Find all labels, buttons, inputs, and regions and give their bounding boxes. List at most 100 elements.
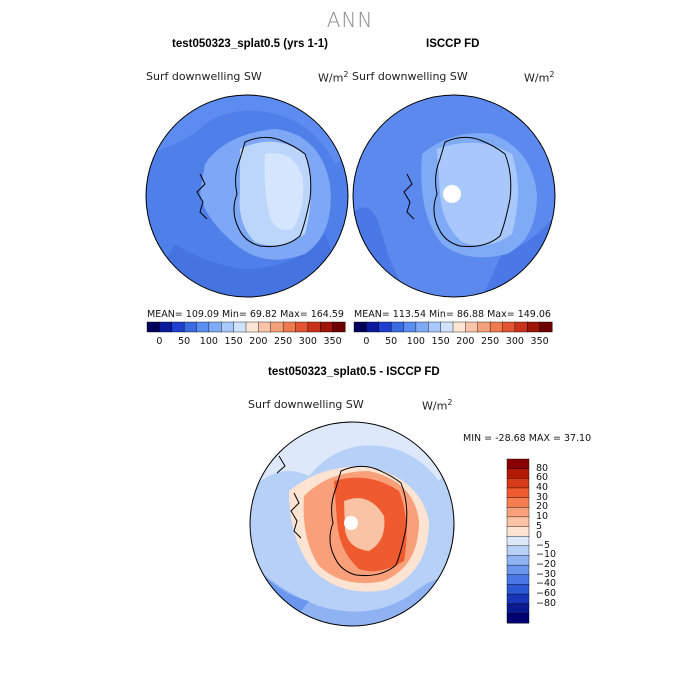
panel1-colorbar-swatch (258, 321, 272, 333)
panel2-colorbar-tick-label: 300 (505, 336, 524, 347)
panel3-colorbar-swatch (506, 613, 530, 624)
panel2-colorbar-swatch (353, 321, 367, 333)
panel1-colorbar-swatch (295, 321, 309, 333)
panel2-colorbar-tick-label: 200 (456, 336, 475, 347)
panel2-colorbar-swatch (440, 321, 454, 333)
panel3-peninsula-coastline (290, 492, 302, 539)
panel1-colorbar-swatch (146, 321, 160, 333)
panel3-colorbar-tick-label: 40 (536, 481, 549, 493)
panel3-colorbar-swatch (506, 545, 530, 556)
panel2-colorbar-swatches (353, 321, 553, 333)
panel2-colorbar-tick-label: 150 (431, 336, 450, 347)
panel3-colorbar-tick-label: −10 (536, 549, 557, 561)
panel3-missing-data-hole (344, 516, 358, 530)
panel3-colorbar-tick-label: 5 (536, 520, 543, 532)
panel2-missing-data-hole (443, 185, 461, 203)
panel2-colorbar-tick-label: 250 (481, 336, 500, 347)
panel3-map (249, 421, 455, 627)
panel2-units: W/m2 (524, 70, 555, 85)
panel2-colorbar-labels: 0 50 100 150 200 250 300 350 (354, 336, 552, 348)
page-title: ANN (326, 8, 374, 32)
panel1-variable: Surf downwelling SW (146, 70, 262, 83)
panel2-colorbar-swatch (465, 321, 479, 333)
panel3-colorbar-tick-label: 60 (536, 472, 549, 484)
panel2-colorbar-swatch (366, 321, 380, 333)
panel3-interior-center (344, 498, 385, 551)
panel2-colorbar-tick-label: 350 (530, 336, 549, 347)
panel1-south-band (146, 234, 348, 297)
panel1-colorbar-tick-label: 100 (199, 336, 218, 347)
panel1-units: W/m2 (318, 70, 349, 85)
panel2-colorbar-swatch (489, 321, 504, 333)
panel1-colorbar-tick-label: 350 (323, 336, 342, 347)
panel1-colorbar-tick-label: 300 (298, 336, 317, 347)
panel1-colorbar-swatch (307, 321, 321, 333)
panel1-colorbar-swatch (171, 321, 185, 333)
panel1-colorbar-swatch (270, 321, 284, 333)
panel2-colorbar-swatch (452, 321, 466, 333)
panel2-colorbar-swatch (514, 321, 528, 333)
panel2-title: ISCCP FD (426, 38, 480, 50)
panel1-colorbar-swatch (196, 321, 210, 333)
panel1-colorbar-tick-label: 200 (249, 336, 268, 347)
panel1-colorbar-labels: 0 50 100 150 200 250 300 350 (147, 336, 345, 348)
panel2-colorbar-swatch (390, 321, 405, 333)
panel3-units: W/m2 (422, 398, 453, 413)
panel3-colorbar-tick-label: 0 (536, 530, 543, 542)
panel1-map-border (145, 94, 349, 298)
panel1-colorbar-tick-label: 250 (274, 336, 293, 347)
panel3-north-band (250, 422, 454, 491)
panel2-colorbar-swatch (378, 321, 392, 333)
panel3-colorbar-swatch (506, 564, 530, 576)
panel3-colorbar-swatch (506, 468, 530, 479)
panel3-colorbar-tick-label: 80 (536, 462, 549, 474)
panel3-colorbar-swatch (506, 584, 530, 595)
panel2-colorbar-swatch (428, 321, 442, 333)
panel3-colorbar-swatch (506, 574, 530, 585)
panel3-colorbar-swatch (506, 593, 530, 605)
panel3-title: test050323_splat0.5 - ISCCP FD (268, 366, 440, 378)
panel3-stats: MIN = -28.68 MAX = 37.10 (463, 433, 592, 444)
panel2-colorbar (353, 321, 553, 333)
panel2-variable: Surf downwelling SW (352, 70, 468, 83)
panel3-colorbar-swatch (506, 516, 530, 528)
panel2-coastline (433, 136, 512, 247)
panel1-colorbar-swatch (221, 321, 235, 333)
panel3-colorbar-swatch (506, 507, 530, 518)
panel1-colorbar-swatch (282, 321, 297, 333)
panel3-colorbar-tick-label: −20 (536, 559, 557, 571)
panel2-colorbar-swatch (539, 321, 553, 333)
panel1-coastline (233, 136, 312, 247)
panel3-colorbar-swatch (506, 487, 530, 499)
panel3-colorbar-tick-label: 30 (536, 491, 549, 503)
panel1-colorbar (146, 321, 346, 333)
panel3-colorbar-tick-label: 20 (536, 501, 549, 513)
panel3-colorbar-tick-label: −40 (536, 578, 557, 590)
panel3-colorbar-tick-label: −5 (536, 539, 551, 551)
panel2-peninsula-coastline (403, 173, 415, 220)
panel3-colorbar-tick-label: −30 (536, 568, 557, 580)
panel2-colorbar-swatch (502, 321, 516, 333)
panel1-north-band (146, 95, 348, 164)
panel2-map-border (352, 94, 556, 298)
panel1-colorbar-swatch (320, 321, 334, 333)
panel3-colorbar-labels: 80 60 40 30 20 10 5 0 −5 −10 −20 −30 −40 −60 −80 (536, 459, 576, 623)
panel3-island-coastline (276, 455, 286, 474)
panel1-colorbar-tick-label: 50 (178, 336, 191, 347)
panel2-colorbar-tick-label: 50 (385, 336, 398, 347)
panel3-colorbar-swatch (506, 526, 530, 537)
panel2-colorbar-swatch (477, 321, 491, 333)
panel2-interior (437, 142, 518, 246)
panel1-colorbar-swatches (146, 321, 346, 333)
panel1-map (145, 94, 349, 298)
panel3-colorbar-swatch (506, 497, 530, 508)
panel3-colorbar-swatch (506, 478, 530, 489)
panel1-colorbar-swatch (332, 321, 346, 333)
panel3-colorbar (506, 458, 530, 624)
panel2-colorbar-tick-label: 100 (406, 336, 425, 347)
panel1-colorbar-swatch (233, 321, 247, 333)
panel1-peninsula-coastline (196, 173, 208, 220)
panel2-colorbar-swatch (415, 321, 429, 333)
panel1-interior-peak (264, 153, 304, 230)
panel3-colorbar-tick-label: −80 (536, 597, 557, 609)
